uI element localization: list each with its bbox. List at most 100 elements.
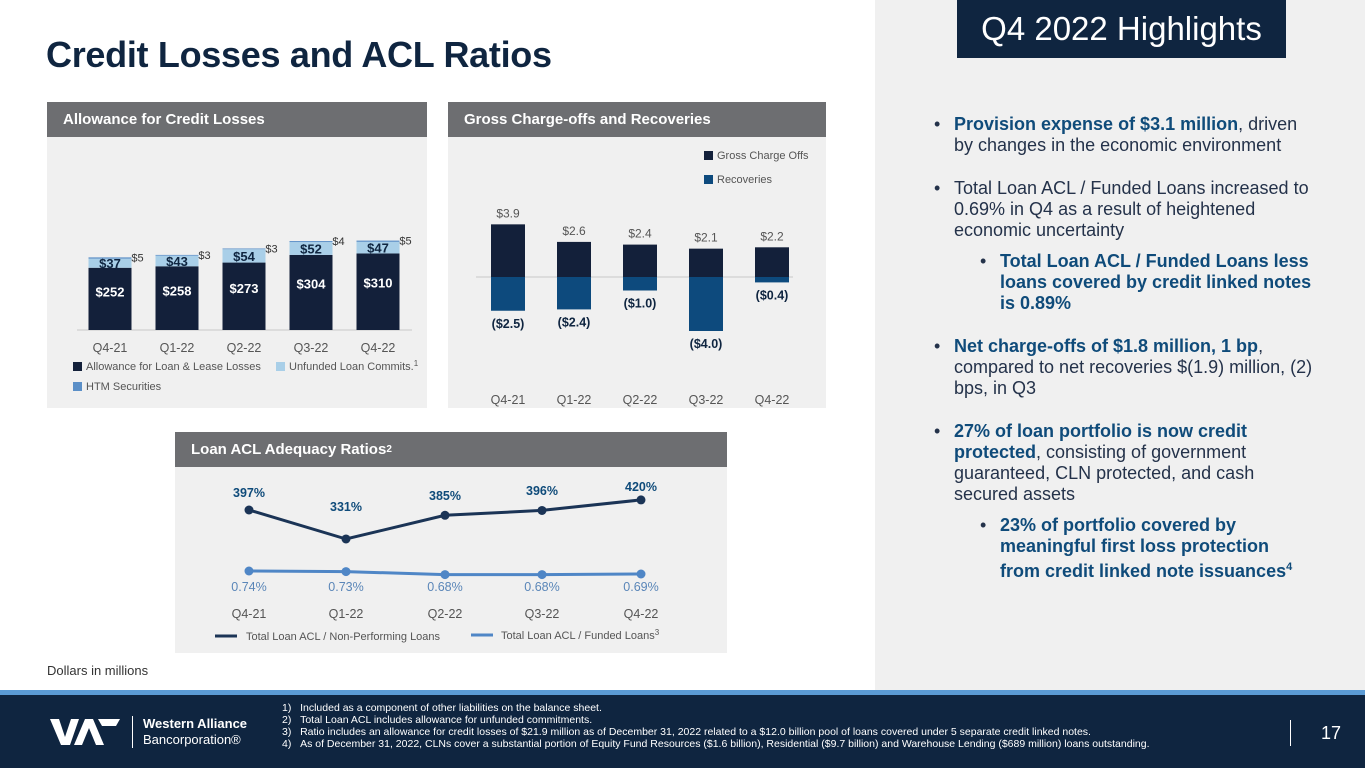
recovery-bar xyxy=(689,277,723,331)
npl-ratio-point xyxy=(440,510,450,520)
funded-ratio-label: 0.68% xyxy=(427,580,462,594)
page-title: Credit Losses and ACL Ratios xyxy=(46,34,552,75)
bullet-text: , driven by changes in the economic envi… xyxy=(954,114,1298,155)
acl-chart-title: Allowance for Credit Losses xyxy=(47,102,427,137)
unfunded-label: $52 xyxy=(300,241,322,256)
recovery-bar xyxy=(623,277,657,291)
chargeoff-panel: Gross Charge-offs and Recoveries Gross C… xyxy=(448,102,826,408)
highlights-bullets: • Provision expense of $3.1 million, driv… xyxy=(934,114,1314,604)
recovery-label: ($0.4) xyxy=(756,288,789,302)
legend-swatch xyxy=(704,175,713,184)
htm-bar xyxy=(289,241,333,243)
npl-ratio-label: 397% xyxy=(233,486,265,500)
htm-bar xyxy=(356,240,400,242)
chargeoff-chart: Gross Charge Offs Recoveries $3.9 ($2.5) Q4-… xyxy=(476,150,809,407)
charge-off-label: $2.2 xyxy=(760,229,784,243)
footnote: 2) Total Loan ACL includes allowance for… xyxy=(282,714,593,726)
htm-label: $3 xyxy=(265,243,277,255)
charge-off-label: $2.4 xyxy=(628,227,652,241)
unfunded-bar xyxy=(88,258,132,268)
bullet-marker: • xyxy=(934,421,941,441)
x-tick-label: Q1-22 xyxy=(160,341,195,355)
x-tick-label: Q2-22 xyxy=(428,607,463,621)
bullet-highlight: 27% of loan portfolio is now credit prot… xyxy=(954,421,1248,462)
bullet-sup: 4 xyxy=(1286,561,1293,573)
legend-sup: 1 xyxy=(414,359,419,368)
ratio-chart-title: Loan ACL Adequacy Ratios 2 xyxy=(175,432,727,467)
legend-label: Gross Charge Offs xyxy=(717,150,809,162)
allowance-bar xyxy=(88,267,132,330)
highlight-bullet: • Total Loan ACL / Funded Loans increased… xyxy=(934,178,1314,241)
recovery-label: ($4.0) xyxy=(690,337,723,351)
highlight-bullet: • 23% of portfolio covered by meaningful … xyxy=(980,515,1314,582)
footnote: 4) As of December 31, 2022, CLNs cover a… xyxy=(282,738,1150,750)
npl-ratio-label: 385% xyxy=(429,489,461,503)
charge-off-label: $3.9 xyxy=(496,206,520,220)
highlight-bullet: • Provision expense of $3.1 million, driv… xyxy=(934,114,1314,156)
unfunded-label: $37 xyxy=(99,256,121,271)
footnotes: 1) Included as a component of other liab… xyxy=(282,702,1150,750)
x-tick-label: Q4-21 xyxy=(232,607,267,621)
bullet-text: , compared to net recoveries $(1.9) mill… xyxy=(954,336,1313,398)
legend-sup: 3 xyxy=(655,628,660,637)
footnote: 1) Included as a component of other liab… xyxy=(282,702,602,714)
npl-ratio-label: 331% xyxy=(330,500,362,514)
logo-reg: ® xyxy=(231,732,241,747)
legend-label: Recoveries xyxy=(717,174,773,186)
x-tick-label: Q2-22 xyxy=(227,341,262,355)
page-number: 17 xyxy=(1290,720,1341,746)
acl-chart: $252 $37 $5 Q4-21 $258 $43 $3 Q1-22 $273 $54 $3 Q2-… xyxy=(73,236,419,393)
logo-sub: Bancorporation xyxy=(143,732,232,747)
npl-ratio-point xyxy=(341,534,351,544)
funded-ratio-point xyxy=(636,569,646,579)
bullet-text: , consisting of government guaranteed, C… xyxy=(954,442,1255,504)
npl-ratio-point xyxy=(636,495,646,505)
allowance-bar xyxy=(222,262,266,330)
funded-ratio-label: 0.69% xyxy=(623,580,658,594)
logo-text: Western Alliance Bancorporation® xyxy=(132,716,247,748)
footnote: 3) Ratio includes an allowance for credi… xyxy=(282,726,1091,738)
unfunded-label: $47 xyxy=(367,241,389,256)
legend-swatch xyxy=(73,382,82,391)
allowance-label: $310 xyxy=(364,276,393,291)
charge-off-bar xyxy=(557,241,591,277)
chargeoff-chart-title: Gross Charge-offs and Recoveries xyxy=(448,102,826,137)
bullet-marker: • xyxy=(980,515,987,535)
unfunded-label: $54 xyxy=(233,249,255,264)
bullet-marker: • xyxy=(934,178,941,198)
highlight-bullet: • 27% of loan portfolio is now credit pro… xyxy=(934,421,1314,505)
highlight-bullet: • Net charge-offs of $1.8 million, 1 bp, … xyxy=(934,336,1314,399)
allowance-label: $252 xyxy=(96,284,125,299)
bullet-highlight: Provision expense of $3.1 million xyxy=(954,114,1239,134)
charge-off-bar xyxy=(689,248,723,277)
bullet-marker: • xyxy=(980,251,987,271)
legend-label: Allowance for Loan & Lease Losses xyxy=(86,361,261,373)
legend-label: Total Loan ACL / Non-Performing Loans xyxy=(246,631,441,643)
highlights-badge: Q4 2022 Highlights xyxy=(957,0,1286,58)
units-note: Dollars in millions xyxy=(47,663,149,678)
unfunded-bar xyxy=(222,249,266,263)
htm-label: $5 xyxy=(131,252,143,264)
funded-ratio-label: 0.74% xyxy=(231,580,266,594)
funded-ratio-point xyxy=(440,570,450,580)
company-logo: Western Alliance Bancorporation® xyxy=(50,716,247,748)
funded-ratio-label: 0.68% xyxy=(524,580,559,594)
charge-off-bar xyxy=(491,224,525,277)
allowance-bar xyxy=(289,254,333,330)
recovery-bar xyxy=(755,277,789,283)
charge-off-label: $2.6 xyxy=(562,224,586,238)
legend-swatch xyxy=(73,362,82,371)
htm-bar xyxy=(222,248,266,250)
htm-label: $4 xyxy=(332,236,344,248)
bullet-text: Total Loan ACL / Funded Loans increased … xyxy=(954,178,1309,240)
ratio-chart: 397% 0.74% Q4-21 331% 0.73% Q1-22 385% 0.68% Q2-… xyxy=(215,480,660,643)
npl-ratio-label: 420% xyxy=(625,480,657,494)
acl-panel: Allowance for Credit Losses $252 $37 $5 Q4-… xyxy=(47,102,427,408)
htm-label: $3 xyxy=(198,250,210,262)
legend-label: HTM Securities xyxy=(86,381,162,393)
charge-off-label: $2.1 xyxy=(694,231,718,245)
allowance-label: $273 xyxy=(230,281,259,296)
logo-name: Western Alliance xyxy=(143,716,248,731)
ratio-panel: Loan ACL Adequacy Ratios 2 397% 0.74% Q4-21… xyxy=(175,432,727,653)
unfunded-label: $43 xyxy=(166,254,188,269)
